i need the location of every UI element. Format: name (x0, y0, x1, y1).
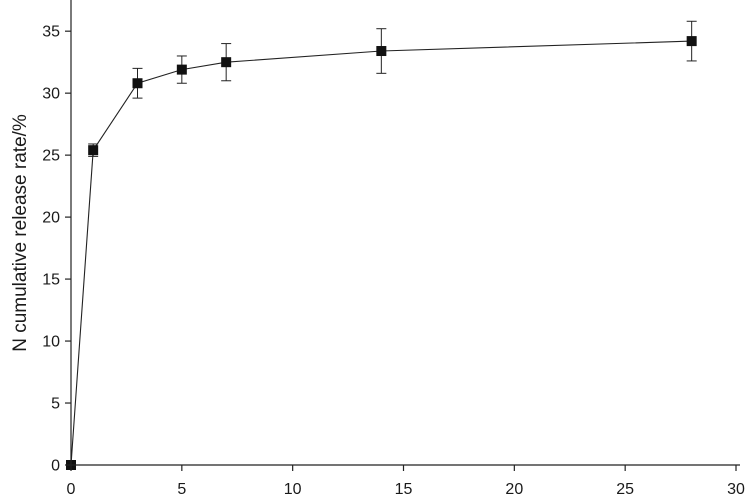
data-point (221, 57, 232, 68)
x-tick-label: 5 (177, 481, 186, 498)
y-axis-label: N cumulative release rate/% (10, 114, 31, 352)
series-line (70, 40, 692, 466)
y-tick-label: 30 (42, 86, 60, 103)
data-point (176, 64, 187, 75)
data-point (686, 36, 697, 47)
x-tick-label: 15 (395, 481, 413, 498)
x-tick-label: 10 (284, 481, 302, 498)
data-point (376, 46, 387, 57)
y-tick-label: 5 (51, 396, 60, 413)
plot-area (66, 20, 697, 470)
y-tick-label: 25 (42, 148, 60, 165)
y-tick-label: 10 (42, 334, 60, 351)
data-point (88, 145, 99, 156)
y-tick-label: 35 (42, 24, 60, 41)
y-tick-label: 15 (42, 272, 60, 289)
data-point (132, 78, 143, 89)
x-tick-label: 25 (616, 481, 634, 498)
x-tick-label: 20 (505, 481, 523, 498)
x-tick-label: 30 (727, 481, 745, 498)
y-tick-label: 0 (51, 458, 60, 475)
x-tick-label: 0 (67, 481, 76, 498)
y-tick-label: 20 (42, 210, 60, 227)
axes: 0 5 10 15 20 25 30 35 0 5 10 15 20 25 30 (42, 0, 745, 498)
